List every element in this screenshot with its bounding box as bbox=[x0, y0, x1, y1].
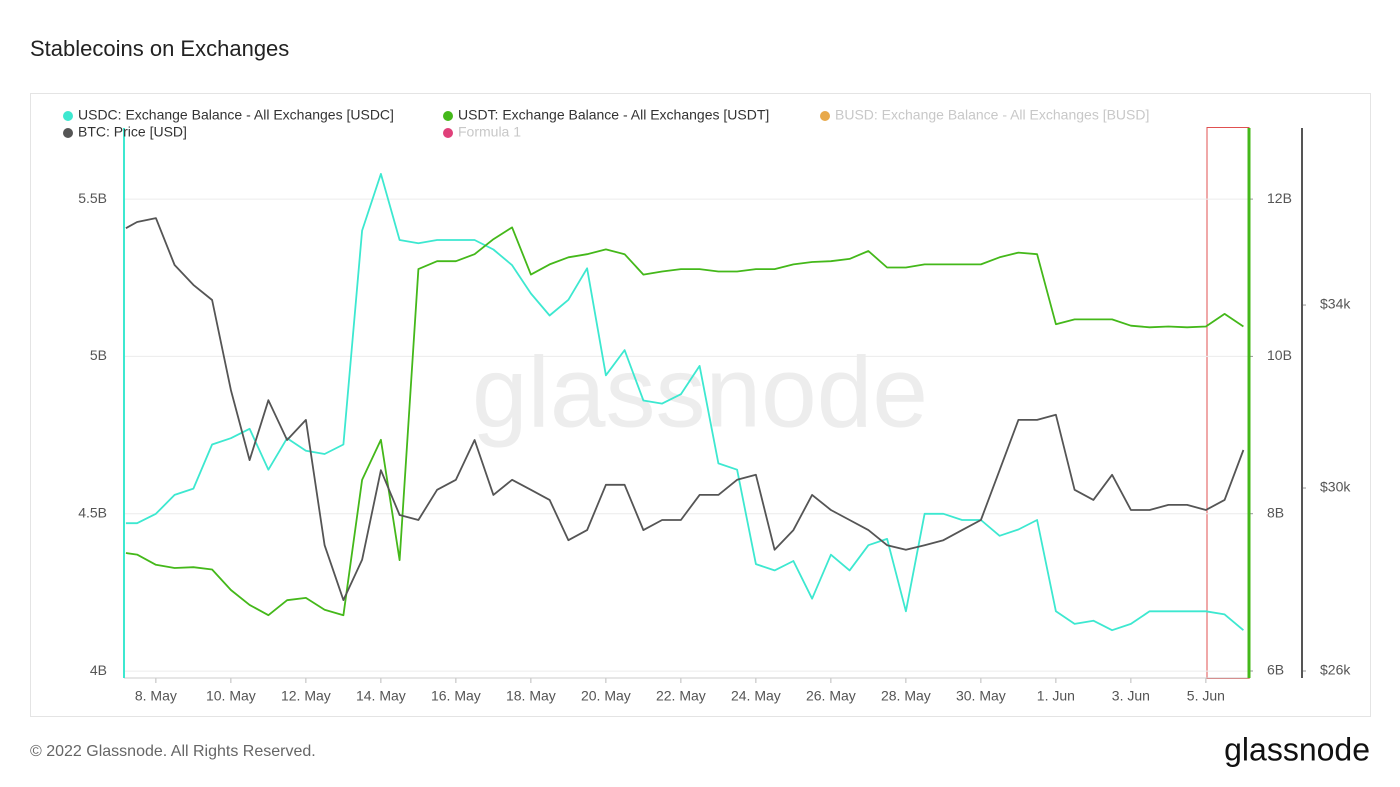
watermark: glassnode bbox=[472, 336, 928, 448]
legend-label: Formula 1 bbox=[458, 124, 521, 140]
x-tick-label: 22. May bbox=[656, 688, 706, 704]
logo: glassnode bbox=[1224, 731, 1370, 767]
chart-title: Stablecoins on Exchanges bbox=[30, 36, 289, 61]
y-tick-label: 5.5B bbox=[78, 190, 107, 206]
series-line bbox=[125, 217, 1245, 601]
x-tick-label: 5. Jun bbox=[1187, 688, 1225, 704]
legend-marker bbox=[443, 128, 453, 138]
footer: © 2022 Glassnode. All Rights Reserved. bbox=[30, 743, 316, 760]
y3-tick-label: $34k bbox=[1320, 296, 1351, 312]
legend-label: BUSD: Exchange Balance - All Exchanges [… bbox=[835, 107, 1149, 123]
y-tick-label: 4.5B bbox=[78, 504, 107, 520]
legend-label: USDT: Exchange Balance - All Exchanges [… bbox=[458, 107, 769, 123]
legend-marker bbox=[63, 111, 73, 121]
y2-tick-label: 10B bbox=[1267, 347, 1292, 363]
x-tick-label: 24. May bbox=[731, 688, 781, 704]
chart-frame bbox=[30, 93, 1371, 717]
y-tick-label: 5B bbox=[90, 347, 107, 363]
series-line bbox=[125, 173, 1244, 632]
y3-tick-label: $30k bbox=[1320, 479, 1351, 495]
x-tick-label: 12. May bbox=[281, 688, 331, 704]
x-tick-label: 26. May bbox=[806, 688, 856, 704]
x-tick-label: 1. Jun bbox=[1037, 688, 1075, 704]
x-tick-label: 16. May bbox=[431, 688, 481, 704]
legend-marker bbox=[443, 111, 453, 121]
y2-tick-label: 8B bbox=[1267, 504, 1284, 520]
legend-marker bbox=[820, 111, 830, 121]
x-tick-label: 10. May bbox=[206, 688, 256, 704]
x-tick-label: 30. May bbox=[956, 688, 1006, 704]
x-tick-label: 18. May bbox=[506, 688, 556, 704]
legend-label: USDC: Exchange Balance - All Exchanges [… bbox=[78, 107, 394, 123]
x-tick-label: 20. May bbox=[581, 688, 631, 704]
legend-label: BTC: Price [USD] bbox=[78, 124, 187, 140]
y3-tick-label: $26k bbox=[1320, 662, 1351, 678]
y2-tick-label: 12B bbox=[1267, 190, 1292, 206]
y-tick-label: 4B bbox=[90, 662, 107, 678]
y2-tick-label: 6B bbox=[1267, 662, 1284, 678]
legend-marker bbox=[63, 128, 73, 138]
x-tick-label: 3. Jun bbox=[1112, 688, 1150, 704]
x-tick-label: 28. May bbox=[881, 688, 931, 704]
x-tick-label: 8. May bbox=[135, 688, 177, 704]
x-tick-label: 14. May bbox=[356, 688, 406, 704]
series-line bbox=[125, 226, 1244, 617]
